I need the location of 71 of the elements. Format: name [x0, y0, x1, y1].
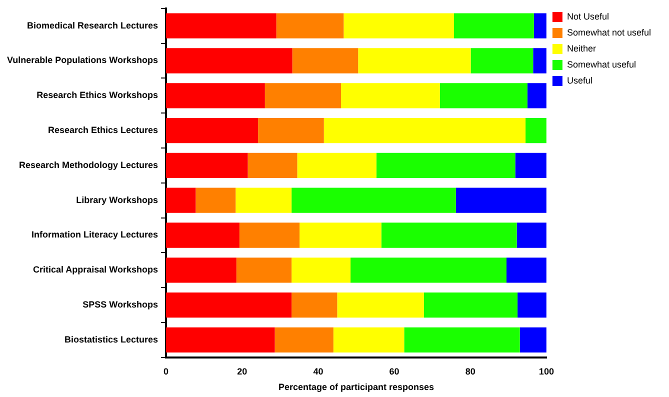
- legend-label: Not Useful: [566, 11, 609, 22]
- bar: [526, 118, 546, 144]
- bar: [454, 13, 534, 38]
- bar: [166, 13, 276, 38]
- bar: [350, 258, 507, 283]
- y-tick-label: Research Ethics Workshops: [36, 90, 158, 100]
- bar: [166, 292, 292, 318]
- bar: [166, 48, 292, 74]
- x-axis-title: Percentage of participant responses: [278, 382, 434, 392]
- bar: [248, 152, 298, 178]
- bar: [166, 188, 196, 213]
- bar: [534, 13, 546, 38]
- bar: [404, 327, 520, 353]
- bar: [376, 152, 516, 178]
- legend-label: Neither: [566, 43, 596, 54]
- bar: [333, 327, 404, 353]
- x-tick-label: 100: [538, 366, 554, 376]
- bar: [381, 222, 517, 248]
- bar: [456, 188, 546, 213]
- bar: [527, 83, 546, 108]
- bar: [196, 188, 236, 213]
- bar: [520, 327, 546, 353]
- y-tick-label: SPSS Workshops: [82, 300, 158, 310]
- bar: [292, 258, 351, 283]
- x-tick-label: 20: [237, 366, 248, 376]
- bar: [424, 292, 518, 318]
- bar: [292, 292, 338, 318]
- bar: [292, 188, 456, 213]
- bar: [300, 222, 382, 248]
- bar: [258, 118, 324, 144]
- x-tick-label: 80: [465, 366, 476, 376]
- bar: [166, 327, 275, 353]
- y-tick-label: Research Methodology Lectures: [18, 160, 158, 170]
- legend-label: Somewhat useful: [566, 59, 636, 70]
- bar: [292, 48, 358, 74]
- bar: [533, 48, 546, 74]
- y-tick-label: Biomedical Research Lectures: [26, 20, 158, 30]
- bar: [344, 13, 454, 38]
- x-tick-label: 0: [164, 366, 169, 376]
- bar: [518, 292, 546, 318]
- bar: [506, 258, 546, 283]
- bar: [276, 13, 344, 38]
- bar: [166, 258, 236, 283]
- legend-label: Somewhat not useful: [566, 27, 652, 38]
- bar: [341, 83, 440, 108]
- bar: [515, 152, 546, 178]
- bar: [274, 327, 334, 353]
- y-tick-label: Information Literacy Lectures: [31, 230, 158, 240]
- legend-label: Useful: [566, 75, 592, 86]
- bar: [166, 222, 240, 248]
- y-tick-label: Library Workshops: [76, 194, 158, 205]
- y-tick-label: Biostatistics Lectures: [64, 334, 158, 344]
- bar: [470, 48, 534, 74]
- y-tick-label: Critical Appraisal Workshops: [32, 264, 158, 275]
- bar: [239, 222, 300, 248]
- bar: [166, 152, 248, 178]
- bar: [358, 48, 471, 74]
- x-tick-label: 40: [313, 366, 324, 376]
- x-tick-label: 60: [389, 366, 400, 376]
- bar: [236, 258, 292, 283]
- y-tick-label: Research Ethics Lectures: [48, 125, 158, 136]
- bar: [324, 118, 526, 144]
- bar: [440, 83, 528, 108]
- y-tick-label: Vulnerable Populations Workshops: [6, 55, 158, 66]
- bar: [166, 118, 258, 144]
- bar: [236, 188, 292, 213]
- bar: [297, 152, 376, 178]
- bar: [337, 292, 424, 318]
- bar: [264, 83, 342, 108]
- bar: [516, 222, 546, 248]
- bar: [166, 83, 265, 108]
